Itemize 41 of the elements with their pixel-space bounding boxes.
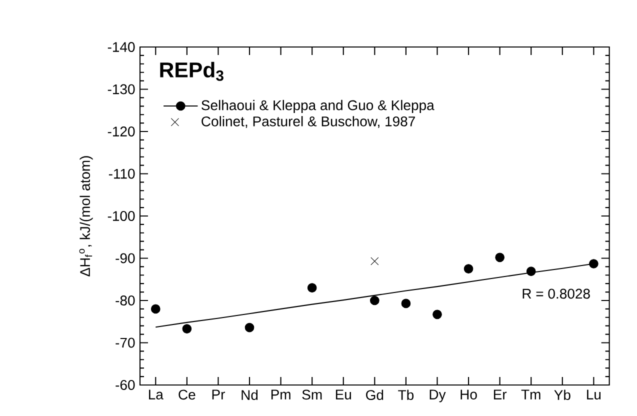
x-tick-label: Yb: [554, 390, 570, 400]
x-tick-label: Eu: [336, 390, 352, 400]
annotation: R = 0.8028: [522, 288, 590, 299]
y-tick-label: -100: [108, 211, 135, 221]
y-axis-title: ΔH$_{f}$$^{o}$, kJ/(mol atom): [79, 156, 93, 276]
x-tick-label: Ho: [460, 390, 477, 400]
x-tick-label: Sm: [302, 390, 322, 400]
point: [401, 298, 411, 308]
point: [182, 324, 192, 334]
x-tick-label: Er: [494, 390, 507, 400]
x-tick-label: Dy: [430, 390, 446, 402]
x-tick-label: Pm: [271, 390, 290, 400]
x-tick-label: Pr: [212, 390, 225, 400]
x-tick-label: Ce: [178, 390, 196, 400]
point: [244, 322, 254, 332]
y-tick-label: -60: [116, 380, 135, 390]
x-tick-label: Lu: [587, 390, 601, 400]
x-tick-label: Tb: [398, 390, 414, 400]
x-tick-label: Tm: [521, 390, 540, 400]
point: [150, 304, 160, 314]
legend-label: Colinet, Pasturel & Buschow, 1987: [202, 116, 415, 128]
point: [464, 264, 474, 274]
text: REPd$_{3}$: [160, 62, 224, 81]
point: [526, 266, 536, 276]
y-tick-label: -110: [108, 168, 135, 179]
point: [589, 259, 598, 268]
legend-label: Selhaoui & Kleppa and Guo & Kleppa: [202, 100, 434, 113]
point: [432, 310, 442, 320]
y-tick-label: -120: [108, 126, 135, 136]
y-tick-label: -90: [116, 253, 135, 264]
x-tick-label: Nd: [242, 390, 258, 400]
y-tick-label: -80: [116, 296, 135, 306]
point: [307, 283, 317, 292]
x-tick-label: Gd: [366, 390, 384, 400]
x-tick-label: La: [149, 390, 164, 400]
y-tick-label: -70: [116, 338, 135, 348]
point: [370, 257, 379, 266]
point: [370, 296, 380, 306]
point: [495, 252, 504, 262]
y-tick-label: -130: [108, 84, 135, 94]
y-tick-label: -140: [108, 42, 135, 52]
